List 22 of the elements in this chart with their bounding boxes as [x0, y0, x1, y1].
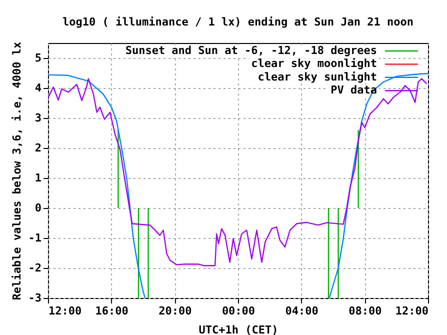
y-tick-label: 4 [34, 82, 42, 94]
x-tick-label: 00:00 [222, 304, 256, 318]
y-tick-label: 1 [34, 172, 42, 184]
legend-label: Sunset and Sun at -6, -12, -18 degrees [125, 44, 377, 57]
legend-label: clear sky sunlight [258, 70, 377, 84]
y-tick-label: 2 [34, 142, 42, 154]
legend-label: clear sky moonlight [251, 57, 377, 70]
y-tick-label: -3 [28, 292, 42, 304]
x-tick-label: 12:00 [48, 304, 82, 318]
x-tick-label: 12:00 [395, 304, 428, 318]
x-tick-label: 20:00 [158, 304, 192, 318]
x-tick-label: 16:00 [95, 304, 128, 318]
y-axis-title: Reliable values below 3,6, i.e, 4000 lx [10, 41, 24, 300]
chart-title: log10 ( illuminance / 1 lx) ending at Sun Jan 21 noon [62, 15, 414, 28]
x-axis-title: UTC+1h (CET) [198, 324, 278, 335]
y-tick-label: 3 [34, 112, 42, 124]
y-tick-label: 0 [34, 202, 42, 214]
y-tick-label: -2 [28, 262, 42, 274]
y-tick-label: 5 [34, 52, 42, 64]
x-tick-label: 08:00 [348, 304, 382, 318]
x-tick-label: 04:00 [285, 304, 318, 318]
y-tick-label: -1 [28, 232, 42, 244]
